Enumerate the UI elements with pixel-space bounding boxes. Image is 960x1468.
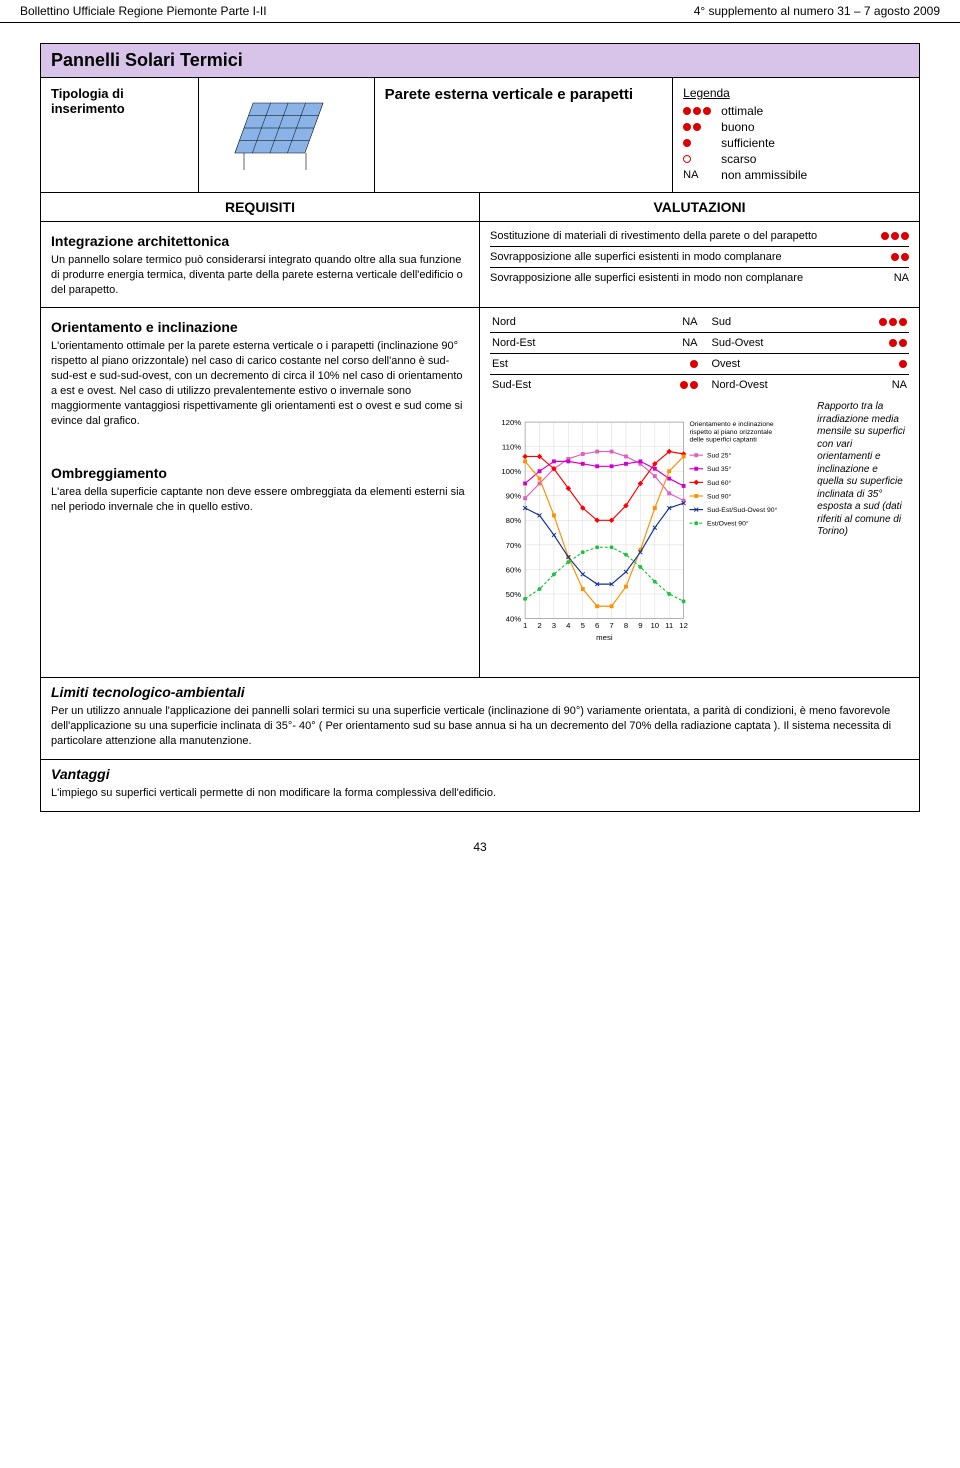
limiti-section: Limiti tecnologico-ambientali Per un uti… (41, 677, 919, 759)
section-head: REQUISITI VALUTAZIONI (41, 193, 919, 222)
svg-text:12: 12 (679, 622, 688, 631)
hdr-left: Bollettino Ufficiale Regione Piemonte Pa… (20, 4, 267, 18)
svg-text:Orientamento e inclinazione: Orientamento e inclinazione (689, 421, 773, 428)
valutazioni-hdr: VALUTAZIONI (480, 193, 919, 221)
svg-text:Sud 35°: Sud 35° (707, 466, 732, 474)
svg-text:11: 11 (665, 622, 673, 631)
valutazione-row: Sostituzione di materiali di rivestiment… (490, 226, 909, 247)
svg-text:120%: 120% (501, 418, 521, 427)
limiti-title: Limiti tecnologico-ambientali (51, 684, 909, 700)
valutazione-row: Sovrapposizione alle superfici esistenti… (490, 268, 909, 288)
page-number: 43 (0, 832, 960, 862)
svg-text:6: 6 (595, 622, 599, 631)
svg-text:5: 5 (581, 622, 585, 631)
svg-text:80%: 80% (506, 517, 522, 526)
orientamento-title: Orientamento e inclinazione (51, 312, 469, 339)
legend-title: Legenda (683, 86, 909, 100)
vantaggi-section: Vantaggi L'impiego su superfici vertical… (41, 759, 919, 811)
svg-text:100%: 100% (501, 468, 521, 477)
svg-text:9: 9 (638, 622, 642, 631)
orientamento-body: L'orientamento ottimale per la parete es… (51, 339, 469, 428)
chart-area: 40%50%60%70%80%90%100%110%120%1234567891… (490, 395, 909, 667)
svg-text:1: 1 (523, 622, 527, 631)
svg-text:delle superfici captanti: delle superfici captanti (689, 437, 757, 444)
svg-text:mesi: mesi (596, 633, 613, 642)
vantaggi-title: Vantaggi (51, 766, 909, 782)
svg-text:50%: 50% (506, 590, 522, 599)
svg-text:90%: 90% (506, 492, 522, 501)
svg-text:2: 2 (537, 622, 541, 631)
legend-item: scarso (683, 152, 909, 166)
top-row: Tipologia di inserimento Parete esterna … (41, 78, 919, 193)
svg-text:3: 3 (552, 622, 556, 631)
svg-text:10: 10 (650, 622, 659, 631)
legend-item: NAnon ammissibile (683, 168, 909, 182)
orientation-grid: NordNASudNord-EstNASud-OvestEstOvestSud-… (490, 312, 909, 395)
svg-text:Sud 60°: Sud 60° (707, 479, 732, 487)
typology-label: Tipologia di inserimento (41, 78, 199, 192)
legend-item: ottimale (683, 104, 909, 118)
svg-text:70%: 70% (506, 541, 522, 550)
legend-item: buono (683, 120, 909, 134)
svg-text:Sud-Est/Sud-Ovest 90°: Sud-Est/Sud-Ovest 90° (707, 506, 778, 514)
ombreggiamento-body: L'area della superficie captante non dev… (51, 485, 469, 515)
ombreggiamento-title: Ombreggiamento (51, 458, 469, 485)
svg-text:60%: 60% (506, 566, 522, 575)
svg-text:Sud 90°: Sud 90° (707, 493, 732, 501)
integrazione-title: Integrazione architettonica (51, 226, 469, 253)
page-header: Bollettino Ufficiale Regione Piemonte Pa… (0, 0, 960, 23)
svg-text:40%: 40% (506, 615, 522, 624)
legend: Legenda ottimale buono sufficiente scarso NA… (673, 78, 919, 192)
svg-text:Sud 25°: Sud 25° (707, 452, 732, 460)
requisiti-hdr: REQUISITI (41, 193, 480, 221)
card: Pannelli Solari Termici Tipologia di ins… (40, 43, 920, 812)
surface-title: Parete esterna verticale e parapetti (375, 78, 674, 192)
integrazione-body: Un pannello solare termico può considera… (51, 253, 469, 298)
chart-caption: Rapporto tra la irradiazione media mensi… (813, 401, 905, 661)
orientamento-row: Orientamento e inclinazione L'orientamen… (41, 307, 919, 677)
svg-text:rispetto al piano orizzontale: rispetto al piano orizzontale (689, 429, 772, 436)
vantaggi-body: L'impiego su superfici verticali permett… (51, 786, 909, 801)
hdr-right: 4° supplemento al numero 31 – 7 agosto 2… (694, 4, 940, 18)
svg-text:7: 7 (609, 622, 613, 631)
card-title: Pannelli Solari Termici (41, 44, 919, 78)
svg-text:110%: 110% (502, 443, 521, 452)
panel-illustration (199, 78, 375, 192)
legend-item: sufficiente (683, 136, 909, 150)
limiti-body: Per un utilizzo annuale l'applicazione d… (51, 704, 909, 749)
chart-svg: 40%50%60%70%80%90%100%110%120%1234567891… (494, 401, 805, 661)
valutazione-row: Sovrapposizione alle superfici esistenti… (490, 247, 909, 268)
integrazione-row: Integrazione architettonica Un pannello … (41, 222, 919, 307)
svg-text:8: 8 (624, 622, 628, 631)
svg-text:4: 4 (566, 622, 571, 631)
svg-text:Est/Ovest 90°: Est/Ovest 90° (707, 520, 749, 528)
